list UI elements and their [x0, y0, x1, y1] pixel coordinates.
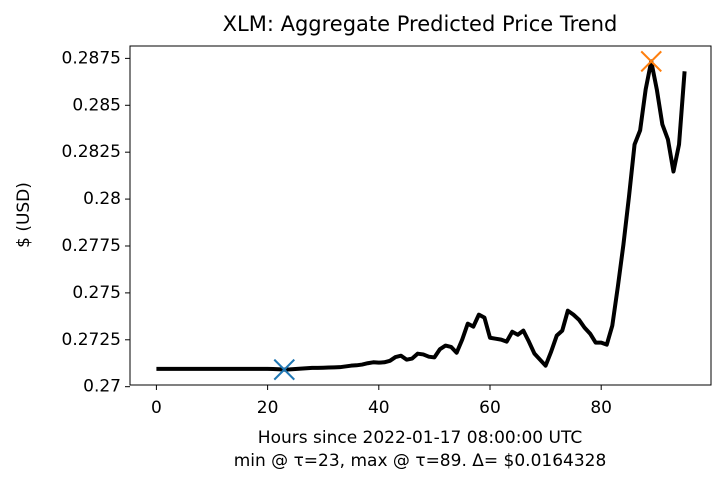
- x-tick-label: 60: [479, 398, 501, 418]
- x-axis-note: min @ τ=23, max @ τ=89. Δ= $0.0164328: [234, 451, 607, 471]
- y-axis-label: $ (USD): [14, 182, 34, 248]
- x-axis-label: Hours since 2022-01-17 08:00:00 UTC: [258, 428, 582, 448]
- y-tick-label: 0.2825: [62, 142, 121, 162]
- extremum-marker: [640, 50, 662, 73]
- y-tick-label: 0.2775: [62, 236, 121, 256]
- plot-frame: [129, 45, 712, 386]
- x-tick-label: 20: [257, 398, 279, 418]
- x-tick-label: 40: [368, 398, 390, 418]
- y-tick-label: 0.2725: [62, 330, 121, 350]
- x-tick-label: 0: [151, 398, 162, 418]
- y-tick-label: 0.27: [83, 377, 121, 397]
- y-tick-label: 0.28: [83, 189, 121, 209]
- chart-title: XLM: Aggregate Predicted Price Trend: [223, 12, 618, 36]
- y-tick-label: 0.2875: [62, 48, 121, 68]
- extremum-marker: [273, 358, 295, 381]
- price-line: [156, 59, 687, 372]
- y-tick-label: 0.275: [72, 283, 121, 303]
- y-tick-label: 0.285: [72, 95, 121, 115]
- x-tick-label: 80: [590, 398, 612, 418]
